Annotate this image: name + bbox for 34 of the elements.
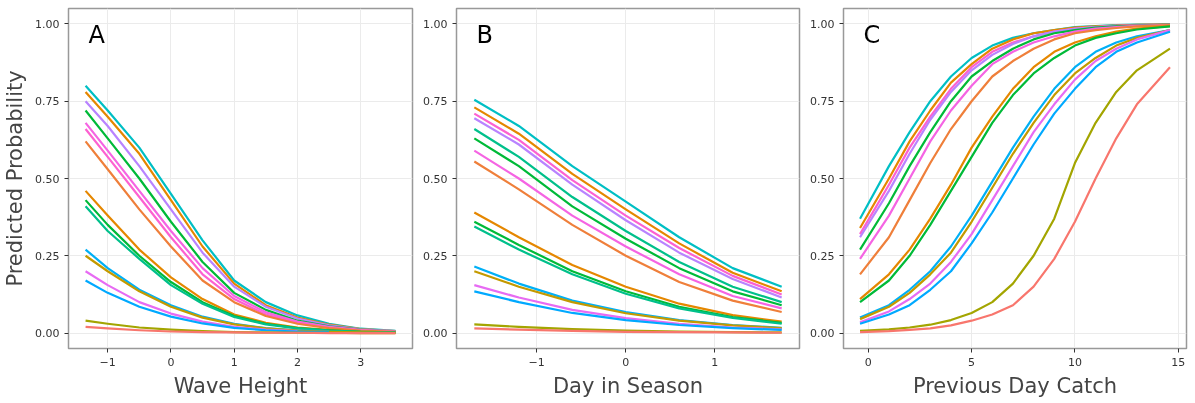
y-tick-label: 0.25: [810, 249, 835, 263]
x-tick-label: −1: [99, 355, 116, 369]
y-tick-label: 0.00: [810, 327, 835, 341]
y-tick-label: 0.25: [423, 249, 448, 263]
y-tick-label: 1.00: [810, 17, 835, 31]
y-tick-label: 0.50: [810, 172, 835, 186]
y-tick-label: 0.00: [423, 327, 448, 341]
x-tick-label: 2: [293, 355, 301, 369]
annotation: B: [476, 20, 493, 49]
y-tick-label: 1.00: [35, 17, 60, 31]
x-axis-title: Previous Day Catch: [912, 373, 1118, 398]
x-axis-title: Day in Season: [552, 373, 704, 398]
y-tick-label: 0.50: [35, 172, 60, 186]
y-tick-label: 0.25: [35, 249, 60, 263]
x-tick-label: 5: [968, 355, 976, 369]
y-tick-label: 0.75: [810, 95, 835, 109]
x-tick-label: 1: [230, 355, 238, 369]
annotation: C: [863, 20, 881, 49]
x-tick-label: 1: [711, 355, 719, 369]
y-tick-label: 0.75: [423, 95, 448, 109]
x-tick-label: 10: [1067, 355, 1082, 369]
x-tick-label: −1: [528, 355, 545, 369]
x-tick-label: 0: [167, 355, 175, 369]
x-tick-label: 0: [622, 355, 630, 369]
x-tick-label: 3: [357, 355, 365, 369]
annotation: A: [88, 20, 106, 49]
x-tick-label: 0: [864, 355, 872, 369]
x-tick-label: 15: [1171, 355, 1186, 369]
y-tick-label: 0.00: [35, 327, 60, 341]
y-tick-label: 1.00: [423, 17, 448, 31]
y-axis-title: Predicted Probability: [3, 70, 28, 287]
y-tick-label: 0.75: [35, 95, 60, 109]
x-axis-title: Wave Height: [173, 373, 308, 398]
y-tick-label: 0.50: [423, 172, 448, 186]
